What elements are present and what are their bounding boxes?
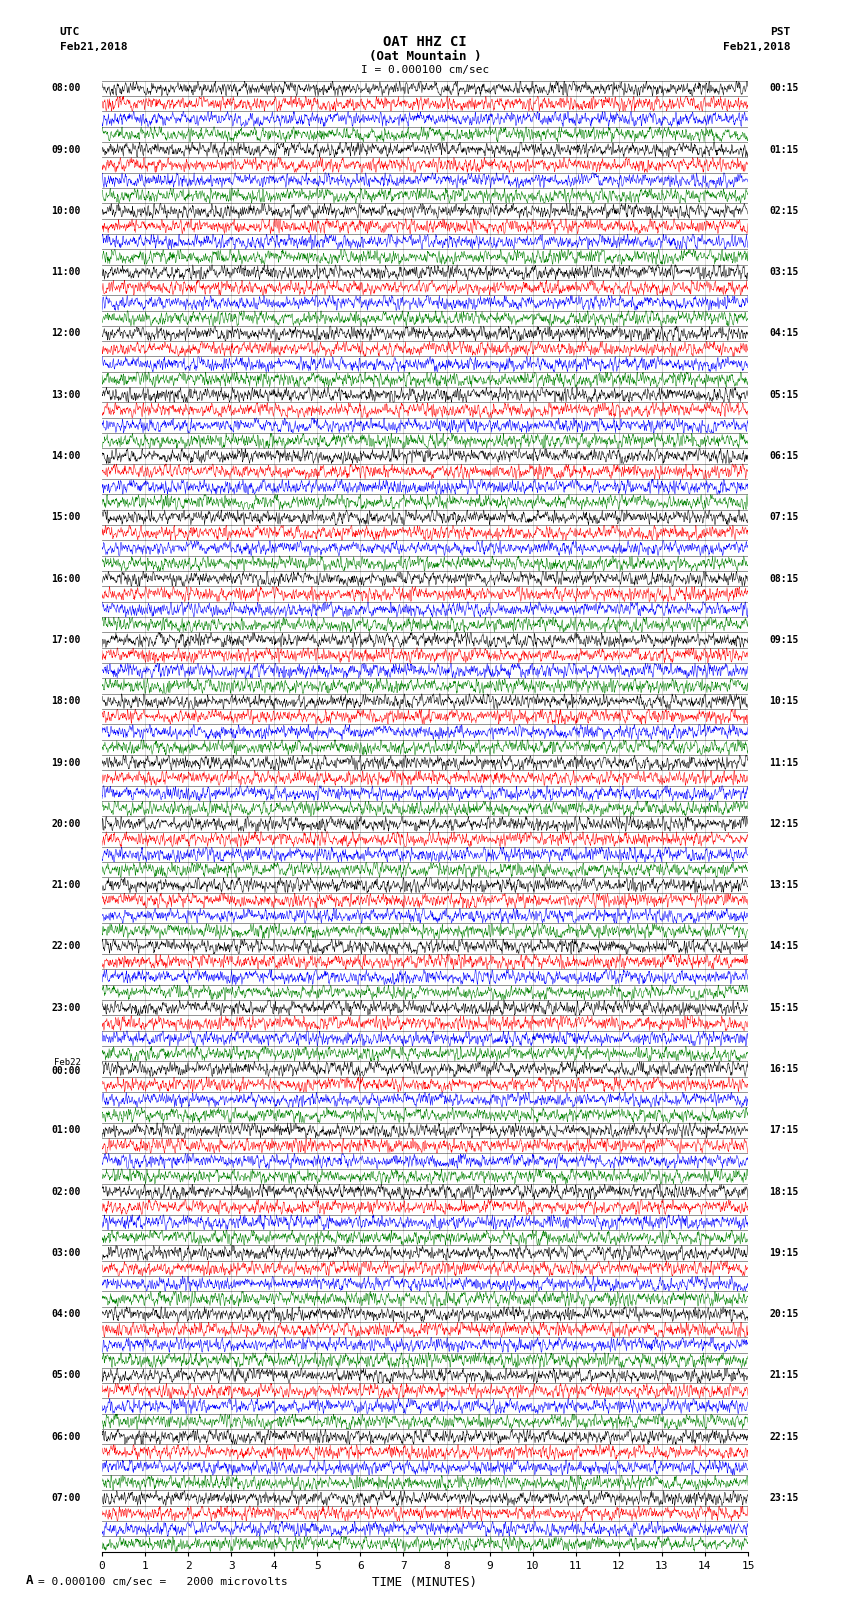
Text: 07:15: 07:15 <box>769 513 799 523</box>
Text: 21:15: 21:15 <box>769 1371 799 1381</box>
Text: 17:15: 17:15 <box>769 1126 799 1136</box>
Text: Feb22: Feb22 <box>54 1058 81 1068</box>
Text: I = 0.000100 cm/sec: I = 0.000100 cm/sec <box>361 65 489 74</box>
Text: UTC: UTC <box>60 27 80 37</box>
Text: 01:15: 01:15 <box>769 145 799 155</box>
Text: 13:15: 13:15 <box>769 881 799 890</box>
Text: 15:15: 15:15 <box>769 1003 799 1013</box>
Text: 01:00: 01:00 <box>51 1126 81 1136</box>
Text: 20:15: 20:15 <box>769 1310 799 1319</box>
Text: A: A <box>26 1574 33 1587</box>
Text: 05:00: 05:00 <box>51 1371 81 1381</box>
Text: 10:00: 10:00 <box>51 206 81 216</box>
Text: 02:15: 02:15 <box>769 206 799 216</box>
Text: 18:15: 18:15 <box>769 1187 799 1197</box>
Text: 09:00: 09:00 <box>51 145 81 155</box>
Text: 06:15: 06:15 <box>769 452 799 461</box>
Text: Feb21,2018: Feb21,2018 <box>60 42 127 52</box>
Text: 04:00: 04:00 <box>51 1310 81 1319</box>
Text: 22:00: 22:00 <box>51 942 81 952</box>
X-axis label: TIME (MINUTES): TIME (MINUTES) <box>372 1576 478 1589</box>
Text: 03:00: 03:00 <box>51 1248 81 1258</box>
Text: 08:00: 08:00 <box>51 84 81 94</box>
Text: 07:00: 07:00 <box>51 1494 81 1503</box>
Text: 22:15: 22:15 <box>769 1432 799 1442</box>
Text: 21:00: 21:00 <box>51 881 81 890</box>
Text: OAT HHZ CI: OAT HHZ CI <box>383 35 467 50</box>
Text: 14:00: 14:00 <box>51 452 81 461</box>
Text: 11:15: 11:15 <box>769 758 799 768</box>
Text: 18:00: 18:00 <box>51 697 81 706</box>
Text: 05:15: 05:15 <box>769 390 799 400</box>
Text: 17:00: 17:00 <box>51 636 81 645</box>
Text: 00:00: 00:00 <box>51 1066 81 1076</box>
Text: 23:15: 23:15 <box>769 1494 799 1503</box>
Text: 19:00: 19:00 <box>51 758 81 768</box>
Text: 19:15: 19:15 <box>769 1248 799 1258</box>
Text: 00:15: 00:15 <box>769 84 799 94</box>
Text: 08:15: 08:15 <box>769 574 799 584</box>
Text: = 0.000100 cm/sec =   2000 microvolts: = 0.000100 cm/sec = 2000 microvolts <box>38 1578 288 1587</box>
Text: 12:00: 12:00 <box>51 329 81 339</box>
Text: 12:15: 12:15 <box>769 819 799 829</box>
Text: 03:15: 03:15 <box>769 268 799 277</box>
Text: 15:00: 15:00 <box>51 513 81 523</box>
Text: 20:00: 20:00 <box>51 819 81 829</box>
Text: 13:00: 13:00 <box>51 390 81 400</box>
Text: 09:15: 09:15 <box>769 636 799 645</box>
Text: (Oat Mountain ): (Oat Mountain ) <box>369 50 481 63</box>
Text: 04:15: 04:15 <box>769 329 799 339</box>
Text: 23:00: 23:00 <box>51 1003 81 1013</box>
Text: 11:00: 11:00 <box>51 268 81 277</box>
Text: 16:15: 16:15 <box>769 1065 799 1074</box>
Text: 02:00: 02:00 <box>51 1187 81 1197</box>
Text: PST: PST <box>770 27 790 37</box>
Text: Feb21,2018: Feb21,2018 <box>723 42 791 52</box>
Text: 10:15: 10:15 <box>769 697 799 706</box>
Text: 06:00: 06:00 <box>51 1432 81 1442</box>
Text: 16:00: 16:00 <box>51 574 81 584</box>
Text: 14:15: 14:15 <box>769 942 799 952</box>
